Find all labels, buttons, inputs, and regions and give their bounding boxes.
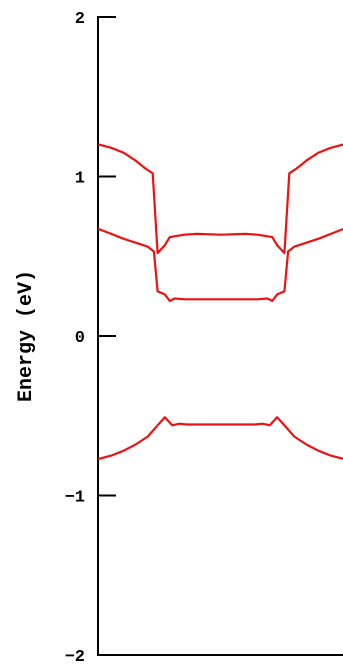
series-line-3 <box>97 143 343 255</box>
axes <box>97 16 343 656</box>
y-tick-label-4: −2 <box>65 648 85 667</box>
y-tick-label-1: 1 <box>75 170 85 189</box>
y-tick-label-3: −1 <box>65 489 85 508</box>
y-tick-label-0: 2 <box>75 10 85 29</box>
series-line-1 <box>97 416 343 460</box>
y-tick-label-2: 0 <box>75 329 85 348</box>
series-line-2 <box>97 228 343 302</box>
y-axis-label: Energy (eV) <box>15 270 38 402</box>
y-ticks: 2 1 0 −1 −2 <box>65 10 116 667</box>
series-lines <box>97 143 343 460</box>
